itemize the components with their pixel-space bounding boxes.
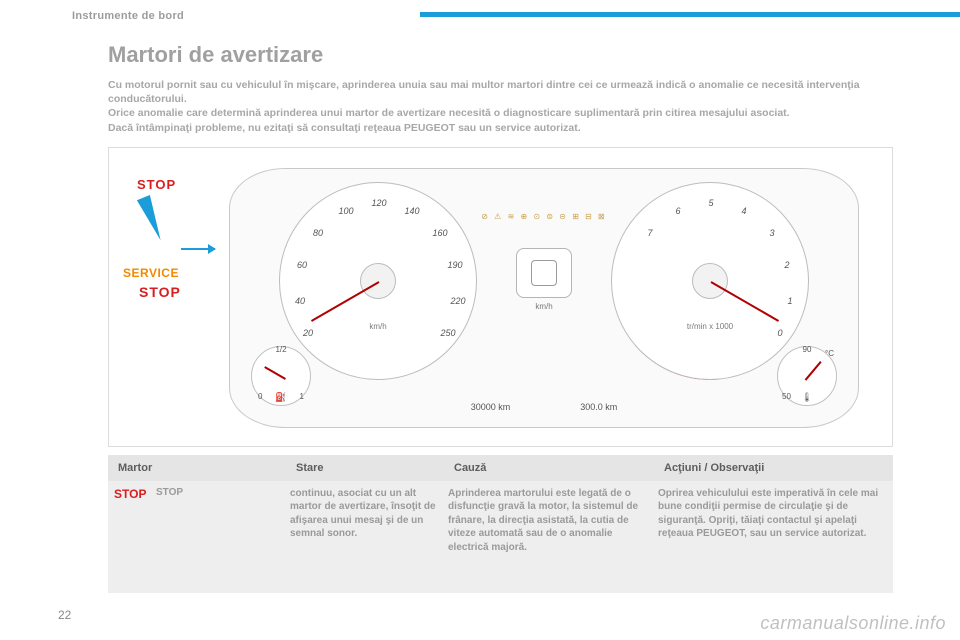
instrument-cluster: km/h 20 40 60 80 100 120 140 160 190 220… (229, 168, 859, 428)
fuel-min: 0 (258, 392, 262, 401)
rpm-gauge: tr/min x 1000 0 1 2 3 4 5 6 7 (611, 182, 809, 380)
fuel-needle (264, 366, 286, 380)
table-header: Martor Stare Cauză Acţiuni / Observaţii (108, 455, 893, 481)
temp-gauge: 50 °C 90 🌡 (777, 346, 837, 406)
th-martor: Martor (108, 462, 290, 474)
td-stare: continuu, asociat cu un alt martor de av… (290, 487, 448, 593)
speed-tick-label: 80 (313, 228, 323, 238)
center-unit: km/h (535, 302, 552, 311)
odo-trip: 300.0 km (580, 402, 617, 412)
th-cauza: Cauză (448, 462, 658, 474)
td-name: STOP (156, 487, 290, 593)
rpm-tick-label: 2 (784, 260, 789, 270)
intro-line: Orice anomalie care determină aprinderea… (108, 106, 893, 120)
fuel-max: 1 (300, 392, 304, 401)
fuel-gauge: 0 1 1/2 ⛽ (251, 346, 311, 406)
odo-total: 30000 km (471, 402, 511, 412)
warning-icon-strip: ⊘ ⚠ ≋ ⊕ ⊙ ⊜ ⊝ ⊞ ⊟ ⊠ (481, 212, 607, 221)
rpm-tick-label: 1 (787, 296, 792, 306)
stop-label-bottom: STOP (139, 284, 181, 300)
rpm-needle (711, 281, 780, 322)
rpm-tick-label: 7 (647, 228, 652, 238)
rpm-tick-label: 6 (675, 206, 680, 216)
page-title: Martori de avertizare (108, 42, 893, 68)
speed-tick-label: 140 (404, 206, 419, 216)
temp-max: °C (825, 349, 834, 358)
td-icon-cell: STOP (108, 487, 156, 593)
section-label: Instrumente de bord (72, 10, 184, 22)
speed-gauge: km/h 20 40 60 80 100 120 140 160 190 220… (279, 182, 477, 380)
center-display (516, 248, 572, 298)
stop-warning-icon: STOP (114, 487, 146, 501)
stop-text: STOP (137, 177, 176, 192)
center-display-frame (531, 260, 557, 286)
page-content: Martori de avertizare Cu motorul pornit … (108, 42, 893, 593)
td-act: Oprirea vehiculului este imperativă în c… (658, 487, 893, 593)
speed-tick-label: 250 (440, 328, 455, 338)
rpm-tick-label: 0 (777, 328, 782, 338)
intro-line: Cu motorul pornit sau cu vehiculul în mi… (108, 78, 893, 106)
speed-tick-label: 20 (303, 328, 313, 338)
header-accent-bar (420, 12, 960, 17)
fuel-half: 1/2 (275, 345, 286, 354)
th-stare: Stare (290, 462, 448, 474)
speed-tick-label: 60 (297, 260, 307, 270)
speed-tick-label: 190 (447, 260, 462, 270)
stop-label-top: STOP (137, 176, 176, 194)
intro-line: Dacă întâmpinaţi probleme, nu ezitaţi să… (108, 121, 893, 135)
fuel-pump-icon: ⛽ (275, 392, 286, 403)
service-label: SERVICE (123, 266, 179, 280)
rpm-hub (692, 263, 728, 299)
watermark: carmanualsonline.info (760, 613, 946, 634)
temp-needle (805, 361, 822, 381)
speed-tick-label: 120 (371, 198, 386, 208)
rpm-tick-label: 3 (769, 228, 774, 238)
rpm-tick-label: 5 (708, 198, 713, 208)
odometer-row: 30000 km 300.0 km (471, 402, 618, 412)
speed-tick-label: 220 (450, 296, 465, 306)
temp-thermo-icon: 🌡 (801, 392, 812, 403)
rpm-tick-label: 4 (741, 206, 746, 216)
speed-tick-label: 160 (432, 228, 447, 238)
td-cauza: Aprinderea martorului este legată de o d… (448, 487, 658, 593)
speed-tick-label: 40 (295, 296, 305, 306)
figure-cluster: STOP SERVICE STOP km/h 20 40 60 80 100 1… (108, 147, 893, 447)
rpm-unit: tr/min x 1000 (687, 322, 733, 331)
speed-tick-label: 100 (338, 206, 353, 216)
th-act: Acţiuni / Observaţii (658, 462, 893, 474)
stop-arrow-icon (137, 195, 167, 243)
service-arrow-icon (181, 248, 215, 250)
speed-unit: km/h (369, 322, 386, 331)
speed-needle (311, 281, 380, 322)
page-number: 22 (58, 608, 71, 622)
intro-paragraph: Cu motorul pornit sau cu vehiculul în mi… (108, 78, 893, 135)
table-row: STOP STOP continuu, asociat cu un alt ma… (108, 481, 893, 593)
temp-min: 50 (782, 392, 791, 401)
temp-mid: 90 (803, 345, 812, 354)
